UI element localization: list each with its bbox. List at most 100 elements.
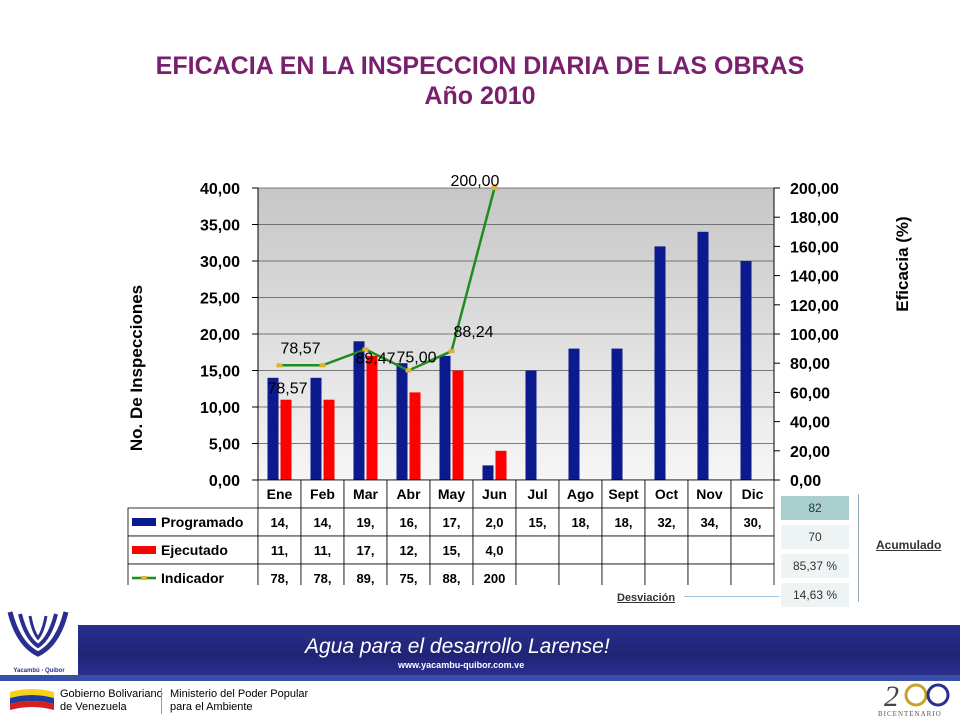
y2-tick-label: 120,00: [790, 298, 839, 315]
table-value-Programado-Dic: 30,: [743, 515, 761, 530]
chart-title: EFICACIA EN LA INSPECCION DIARIA DE LAS …: [155, 52, 805, 80]
table-value-Programado-Feb: 14,: [313, 515, 331, 530]
desviacion-label: Desviación: [617, 592, 676, 604]
table-value-Indicador-May: 88,: [442, 571, 460, 585]
chart: 78,57 78,57 89,47 75,00 88,24 200,00 0,00 5,00…: [127, 173, 912, 585]
table-value-Programado-Ago: 18,: [571, 515, 589, 530]
y2-tick-label: 80,00: [790, 356, 830, 373]
y-tick-label: 15,00: [200, 364, 240, 381]
footer-banner: [78, 625, 960, 675]
table-cell: [601, 535, 646, 565]
table-cell: [257, 535, 302, 565]
acumulado-eficacia: 85,37 %: [781, 554, 849, 578]
table-cell: [558, 563, 603, 585]
indicador-marker-Mar: [362, 347, 369, 352]
indicador-label-May: 88,24: [454, 324, 494, 341]
y2-tick-label: 160,00: [790, 239, 839, 256]
gobierno-line1: Gobierno Bolivariano: [60, 688, 163, 700]
table-cell: [386, 535, 431, 565]
x-tick-label-Ago: Ago: [567, 486, 594, 502]
y2-tick-label: 180,00: [790, 210, 839, 227]
acumulado-programado: 82: [781, 496, 849, 520]
footer-slogan: Agua para el desarrollo Larense!: [305, 635, 610, 658]
bar-programado-Dic: [740, 261, 752, 480]
acumulado-bracket: [858, 494, 868, 602]
y2-tick-label: 0,00: [790, 473, 821, 490]
table-header-cell: [644, 479, 689, 509]
bar-programado-Jun: [482, 465, 494, 480]
bar-ejecutado-Ene: [280, 399, 292, 480]
table-value-Indicador-Abr: 75,: [399, 571, 417, 585]
table-header-cell: [515, 479, 560, 509]
table-cell: [343, 535, 388, 565]
bar-ejecutado-Feb: [323, 399, 335, 480]
y2-tick-label: 200,00: [790, 181, 839, 198]
y2-tick-label: 100,00: [790, 327, 839, 344]
footer-strip: [0, 675, 960, 681]
table-cell: [644, 507, 689, 537]
table-value-Indicador-Mar: 89,: [356, 571, 374, 585]
table-value-Programado-Oct: 32,: [657, 515, 675, 530]
table-value-Programado-Nov: 34,: [700, 515, 718, 530]
table-value-Programado-Jun: 2,0: [485, 515, 503, 530]
y-tick-label: 30,00: [200, 254, 240, 271]
table-value-Ejecutado-May: 15,: [442, 543, 460, 558]
indicador-marker-Jun: [491, 186, 498, 190]
table-value-Indicador-Jun: 200: [484, 571, 506, 585]
acumulado-ejecutado: 70: [781, 525, 849, 549]
y2-tick-label: 60,00: [790, 385, 830, 402]
y2-tick-label: 40,00: [790, 415, 830, 432]
table-cell: [644, 535, 689, 565]
table-value-Indicador-Ene: 78,: [270, 571, 288, 585]
x-tick-label-Jun: Jun: [482, 486, 507, 502]
table-cell: [730, 535, 775, 565]
y-tick-label: 40,00: [200, 181, 240, 198]
bar-ejecutado-Abr: [409, 392, 421, 480]
y-tick-label: 20,00: [200, 327, 240, 344]
table-value-Programado-Jul: 15,: [528, 515, 546, 530]
table-header-cell: [386, 479, 431, 509]
bar-programado-Oct: [654, 246, 666, 480]
legend-swatch-Programado: [132, 518, 156, 526]
bar-programado-Nov: [697, 231, 709, 480]
table-cell: [644, 563, 689, 585]
x-tick-label-Abr: Abr: [396, 486, 421, 502]
desviacion-arrow: [684, 596, 779, 597]
x-tick-label-Jul: Jul: [527, 486, 547, 502]
bar-programado-Abr: [396, 363, 408, 480]
indicador-label-Mar: 89,47: [356, 350, 396, 367]
indicador-label-Feb: 78,57: [281, 340, 321, 357]
table-cell: [730, 507, 775, 537]
legend-label-Ejecutado: Ejecutado: [161, 542, 228, 558]
bar-programado-Feb: [310, 377, 322, 480]
x-tick-label-Dic: Dic: [742, 486, 764, 502]
acumulado-desviacion: 14,63 %: [781, 583, 849, 607]
ministerio-line1: Ministerio del Poder Popular: [170, 688, 309, 700]
logo-text: Yacambú - Quíbor: [13, 668, 65, 674]
bar-programado-Sept: [611, 348, 623, 480]
bar-ejecutado-Jun: [495, 450, 507, 480]
bar-programado-Ene: [267, 377, 279, 480]
yacambu-logo-mark: Yacambú - Quíbor: [7, 611, 69, 674]
footer-website: www.yacambu-quibor.com.ve: [398, 660, 525, 670]
table-value-Ejecutado-Feb: 11,: [314, 543, 331, 558]
svg-text:2: 2: [884, 680, 899, 710]
table-value-Programado-Sept: 18,: [614, 515, 632, 530]
table-value-Programado-May: 17,: [442, 515, 460, 530]
table-cell: [558, 507, 603, 537]
indicador-label-Ene: 78,57: [268, 380, 308, 397]
table-header-cell: [472, 479, 517, 509]
venezuela-flag-icon: [10, 689, 54, 710]
table-cell: [343, 507, 388, 537]
y-tick-label: 25,00: [200, 291, 240, 308]
y-tick-label: 35,00: [200, 218, 240, 235]
table-cell: [257, 507, 302, 537]
legend-swatch-Ejecutado: [132, 546, 156, 554]
indicador-label-Jun: 200,00: [451, 173, 500, 190]
table-cell: [472, 535, 517, 565]
table-value-Indicador-Feb: 78,: [313, 571, 331, 585]
x-tick-label-Mar: Mar: [353, 486, 378, 502]
yacambu-logo: Yacambú - Quíbor: [0, 604, 78, 678]
bar-programado-Mar: [353, 341, 365, 480]
x-tick-label-Ene: Ene: [267, 486, 293, 502]
